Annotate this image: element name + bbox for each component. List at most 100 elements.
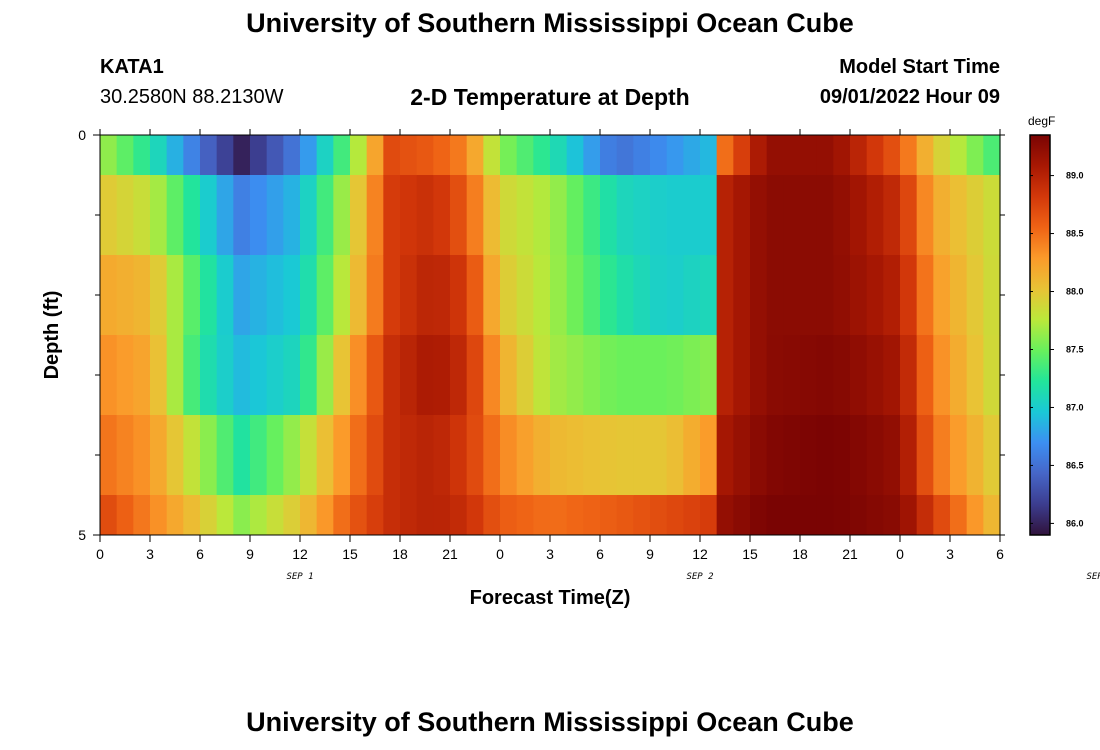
heatmap-cell (550, 175, 568, 256)
heatmap-cell (400, 495, 418, 536)
heatmap-cell (633, 255, 651, 336)
heatmap-cell (216, 415, 234, 496)
x-tick-label: 3 (546, 546, 554, 562)
heatmap-cell (216, 135, 234, 176)
heatmap-cell (383, 135, 401, 176)
heatmap-cell (883, 175, 901, 256)
heatmap-cell (433, 335, 451, 416)
heatmap-cell (716, 255, 734, 336)
heatmap-cell (366, 135, 384, 176)
heatmap-cell (850, 495, 868, 536)
y-tick-label: 0 (78, 127, 86, 143)
x-tick-label: 15 (742, 546, 758, 562)
heatmap-cell (850, 175, 868, 256)
heatmap-cell (150, 335, 168, 416)
heatmap-cell (800, 495, 818, 536)
heatmap-cell (150, 255, 168, 336)
heatmap-cell (766, 135, 784, 176)
heatmap-cell (533, 415, 551, 496)
heatmap-cell (816, 335, 834, 416)
heatmap-cell (450, 175, 468, 256)
heatmap-cell (100, 415, 118, 496)
heatmap-cell (400, 175, 418, 256)
heatmap-cell (600, 415, 618, 496)
heatmap-cell (300, 255, 318, 336)
x-axis-title: Forecast Time(Z) (470, 587, 631, 609)
heatmap-cell (100, 255, 118, 336)
heatmap-cell (166, 135, 184, 176)
heatmap-cell (633, 495, 651, 536)
heatmap-cell (733, 175, 751, 256)
heatmap-cell (650, 135, 668, 176)
heatmap-cell (400, 335, 418, 416)
heatmap-cell (816, 255, 834, 336)
heatmap-cell (400, 415, 418, 496)
heatmap-cell (633, 335, 651, 416)
heatmap-cell (166, 495, 184, 536)
heatmap-cell (433, 135, 451, 176)
heatmap-cell (900, 495, 918, 536)
heatmap-cell (883, 135, 901, 176)
heatmap-cell (950, 335, 968, 416)
heatmap-cell (900, 135, 918, 176)
heatmap-cell (950, 175, 968, 256)
heatmap-cell (916, 335, 934, 416)
heatmap-cell (866, 415, 884, 496)
heatmap-cell (133, 135, 151, 176)
colorbar-ticks: 86.0 86.5 87.0 87.5 88.0 88.5 89.0 (1030, 171, 1084, 528)
heatmap-cell (183, 335, 201, 416)
heatmap-cell (516, 175, 534, 256)
heatmap-cell (116, 335, 134, 416)
heatmap-cell (983, 335, 1001, 416)
heatmap-cell (383, 335, 401, 416)
heatmap-cell (300, 175, 318, 256)
heatmap-cell (366, 175, 384, 256)
heatmap-cell (366, 255, 384, 336)
heatmap-cell (266, 255, 284, 336)
x-tick-label: 3 (946, 546, 954, 562)
heatmap-cell (200, 255, 218, 336)
heatmap-cell (216, 255, 234, 336)
heatmap-cell (750, 415, 768, 496)
heatmap-cell (350, 135, 368, 176)
heatmap-cell (316, 495, 334, 536)
heatmap-cell (550, 335, 568, 416)
heatmap-cell (566, 135, 584, 176)
heatmap-cell (916, 175, 934, 256)
heatmap-cell (366, 415, 384, 496)
heatmap-cell (200, 415, 218, 496)
heatmap-cell (500, 135, 518, 176)
heatmap-cell (766, 335, 784, 416)
heatmap-cell (700, 255, 718, 336)
heatmap-cell (100, 335, 118, 416)
chart-title: University of Southern Mississippi Ocean… (246, 8, 854, 38)
heatmap-cell (966, 175, 984, 256)
heatmap-cell (483, 415, 501, 496)
heatmap-cell (666, 175, 684, 256)
x-tick-label: 0 (896, 546, 904, 562)
heatmap-cell (550, 415, 568, 496)
chart-subtitle: 2-D Temperature at Depth (410, 84, 690, 110)
heatmap-cell (416, 495, 434, 536)
heatmap-cell (550, 495, 568, 536)
colorbar-unit: degF (1028, 114, 1055, 128)
heatmap-cell (433, 175, 451, 256)
heatmap-cell (933, 135, 951, 176)
heatmap-cell (616, 495, 634, 536)
colorbar-tick-label: 86.5 (1066, 460, 1084, 470)
heatmap-cell (516, 495, 534, 536)
heatmap-cell (233, 255, 251, 336)
heatmap-cell (116, 135, 134, 176)
heatmap-cell (583, 415, 601, 496)
heatmap-cell (633, 175, 651, 256)
heatmap-cell (716, 135, 734, 176)
heatmap-cell (116, 255, 134, 336)
heatmap-cell (116, 495, 134, 536)
heatmap-cell (350, 495, 368, 536)
heatmap-cell (583, 175, 601, 256)
heatmap-cell (933, 255, 951, 336)
heatmap-cell (800, 255, 818, 336)
heatmap-cell (783, 415, 801, 496)
heatmap-cell (483, 335, 501, 416)
heatmap-cell (383, 255, 401, 336)
